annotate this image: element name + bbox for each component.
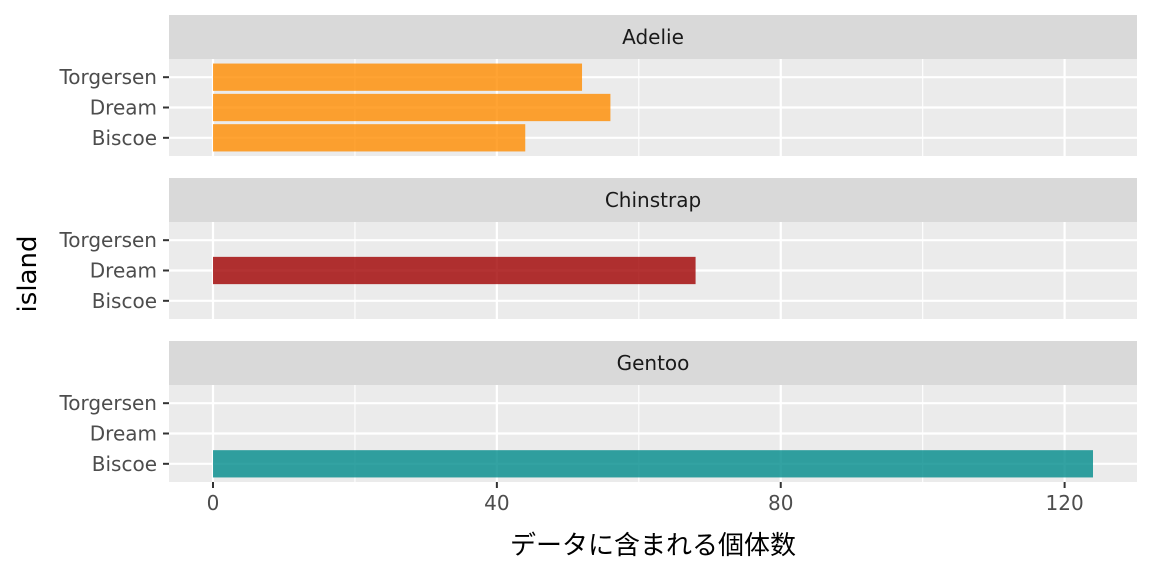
facet-panels: Adelie Torgersen Dream Biscoe Chinstrap Torge…	[58, 15, 1137, 482]
x-axis-title: データに含まれる個体数	[510, 531, 796, 561]
x-tick-label: 80	[768, 491, 793, 515]
x-tick-label: 0	[207, 491, 220, 515]
facet-strip-label: Adelie	[622, 25, 684, 49]
y-axis-title: island	[13, 236, 43, 313]
y-tick-label: Dream	[90, 422, 157, 446]
y-tick-label: Dream	[90, 96, 157, 120]
y-tick-label: Dream	[90, 259, 157, 283]
facet-gentoo: Gentoo Torgersen Dream Biscoe	[58, 341, 1137, 482]
facet-chinstrap: Chinstrap Torgersen Dream Biscoe	[58, 178, 1137, 319]
bar	[213, 124, 526, 152]
y-tick-label: Biscoe	[92, 126, 157, 150]
bar	[213, 93, 611, 122]
facet-adelie: Adelie Torgersen Dream Biscoe	[58, 15, 1137, 156]
y-tick-label: Torgersen	[58, 391, 157, 415]
facet-strip	[169, 178, 1137, 222]
x-axis-ticks: 0 40 80 120	[207, 482, 1084, 515]
y-tick-label: Torgersen	[58, 65, 157, 89]
bar	[213, 256, 696, 285]
facet-strip-label: Chinstrap	[605, 188, 701, 212]
y-tick-label: Biscoe	[92, 289, 157, 313]
x-tick-label: 40	[484, 491, 509, 515]
x-tick-label: 120	[1046, 491, 1084, 515]
bar	[213, 63, 583, 91]
y-tick-label: Torgersen	[58, 228, 157, 252]
facet-strip-label: Gentoo	[617, 351, 690, 375]
facet-strip	[169, 341, 1137, 385]
bar	[213, 450, 1093, 478]
facet-strip	[169, 15, 1137, 59]
y-tick-label: Biscoe	[92, 452, 157, 476]
